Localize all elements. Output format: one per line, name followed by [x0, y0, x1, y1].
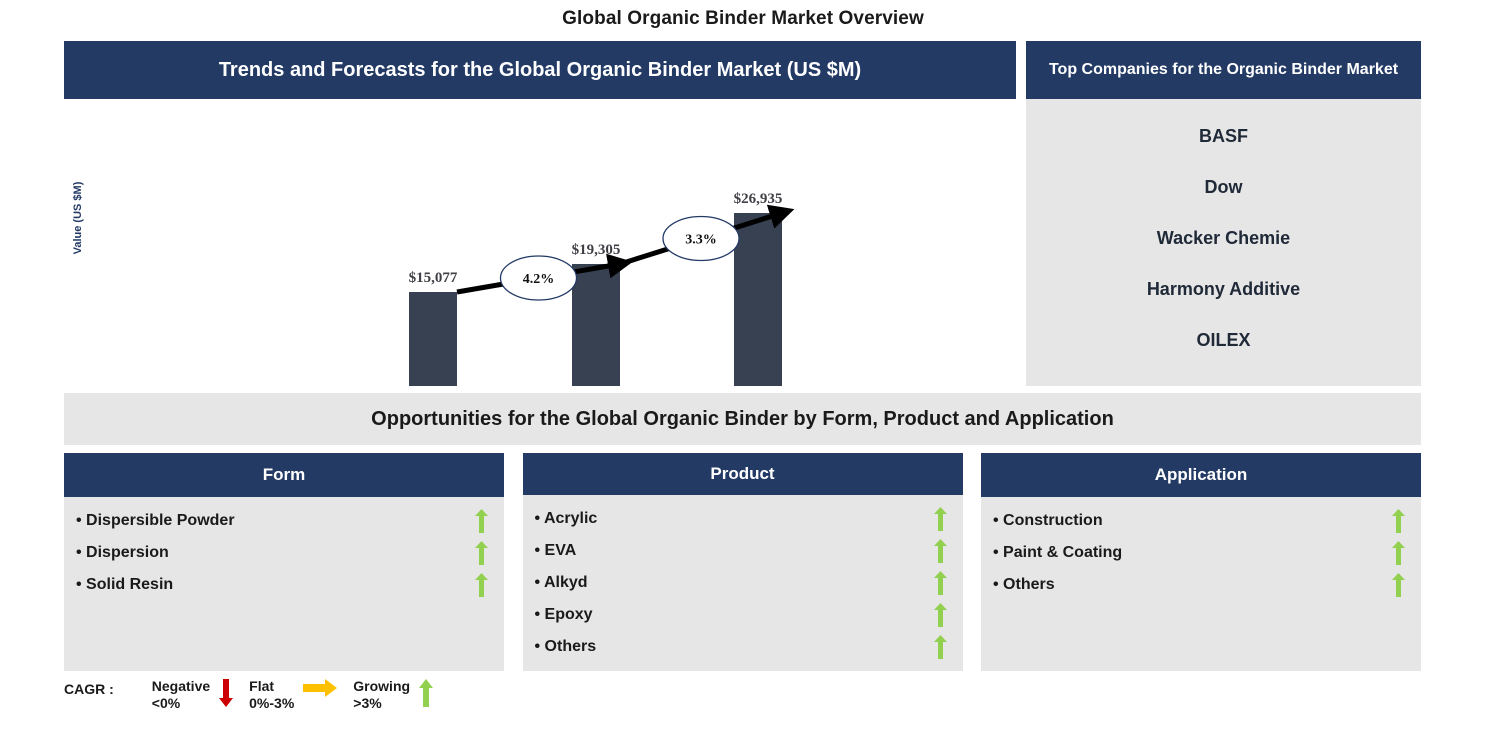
company-item: OILEX	[1196, 330, 1251, 350]
arrow-right-icon	[303, 678, 338, 699]
legend-name: Growing	[353, 678, 411, 694]
legend-range: <0%	[151, 695, 181, 711]
legend-entry-flat: Flat 0%-3%	[249, 678, 339, 712]
opportunity-label: • Dispersion	[76, 544, 169, 561]
chart-plot-area: Value (US $M) 4.2% 3.3% $15,077 $19,305 …	[64, 99, 1016, 386]
y-axis-title: Value (US $M)	[72, 181, 84, 254]
bar-chart: Value (US $M) 4.2% 3.3% $15,077 $19,305 …	[72, 181, 795, 386]
bar-2019	[409, 292, 457, 386]
value-label-2035: $26,935	[734, 191, 783, 207]
top-companies-header: Top Companies for the Organic Binder Mar…	[1026, 41, 1421, 99]
company-item: BASF	[1199, 126, 1248, 146]
cagr-bubble-1-label: 4.2%	[523, 272, 555, 287]
cagr-bubble-2-label: 3.3%	[685, 233, 717, 248]
legend-name: Negative	[151, 678, 211, 694]
bar-2025	[572, 264, 620, 386]
bar-2035	[734, 213, 782, 386]
arrow-up-icon	[933, 507, 947, 531]
opportunity-item: • Acrylic	[535, 503, 949, 535]
arrow-up-icon	[933, 603, 947, 627]
opportunity-item: • Others	[535, 631, 949, 663]
arrow-up-icon	[475, 509, 488, 533]
opportunity-column-form: Form • Dispersible Powder • Dispersion •…	[64, 453, 504, 671]
legend-range: 0%-3%	[249, 695, 295, 711]
opportunity-label: • Construction	[993, 512, 1103, 529]
column-body-form: • Dispersible Powder • Dispersion • Soli…	[64, 497, 504, 671]
opportunity-label: • Acrylic	[534, 510, 598, 527]
arrow-up-icon	[475, 573, 488, 597]
page-title: Global Organic Binder Market Overview	[562, 8, 924, 29]
legend-entry-growing: Growing >3%	[353, 678, 435, 712]
opportunity-label: • Paint & Coating	[993, 544, 1123, 561]
opportunity-item: • Epoxy	[535, 599, 949, 631]
column-header-application: Application	[981, 453, 1421, 497]
arrow-up-icon	[1392, 573, 1405, 597]
arrow-up-icon	[933, 635, 947, 659]
opportunity-label: • EVA	[534, 542, 577, 559]
arrow-up-icon	[933, 571, 947, 595]
opportunity-label: • Others	[534, 638, 597, 655]
opportunity-column-product: Product • Acrylic • EVA • Alkyd	[522, 453, 963, 671]
opportunity-columns: Form • Dispersible Powder • Dispersion •…	[64, 453, 1421, 671]
opportunity-item: • Alkyd	[535, 567, 949, 599]
column-body-application: • Construction • Paint & Coating • Other…	[981, 497, 1421, 671]
opportunity-item: • Construction	[993, 505, 1407, 537]
chart-panel-header: Trends and Forecasts for the Global Orga…	[64, 41, 1016, 99]
opportunity-label: • Epoxy	[534, 606, 593, 623]
chart-panel: Trends and Forecasts for the Global Orga…	[64, 41, 1016, 386]
legend-entry-negative: Negative <0%	[152, 678, 235, 712]
value-label-2019: $15,077	[409, 270, 458, 286]
arrow-up-icon	[475, 541, 488, 565]
opportunity-column-application: Application • Construction • Paint & Coa…	[981, 453, 1421, 671]
opportunities-banner: Opportunities for the Global Organic Bin…	[64, 393, 1421, 445]
opportunity-item: • Paint & Coating	[993, 537, 1407, 569]
opportunity-item: • EVA	[535, 535, 949, 567]
arrow-up-icon	[419, 678, 434, 707]
arrow-down-icon	[219, 678, 234, 707]
column-body-product: • Acrylic • EVA • Alkyd • Epoxy	[522, 495, 963, 671]
value-label-2025: $19,305	[572, 242, 621, 258]
cagr-legend-label: CAGR :	[64, 681, 114, 697]
company-item: Dow	[1204, 177, 1243, 197]
column-header-form: Form	[64, 453, 504, 497]
cagr-legend: CAGR : Negative <0% Flat 0%-3% Growing >…	[64, 678, 449, 722]
opportunity-item: • Dispersion	[76, 537, 490, 569]
top-companies-list: BASF Dow Wacker Chemie Harmony Additive …	[1026, 99, 1421, 386]
company-item: Wacker Chemie	[1156, 228, 1291, 248]
legend-name: Flat	[249, 678, 275, 694]
opportunity-item: • Others	[993, 569, 1407, 601]
cagr-bubble-2	[662, 215, 740, 262]
top-companies-panel: Top Companies for the Organic Binder Mar…	[1026, 41, 1421, 386]
opportunity-item: • Solid Resin	[76, 569, 490, 601]
column-header-product: Product	[522, 453, 963, 495]
arrow-up-icon	[1392, 509, 1405, 533]
legend-range: >3%	[353, 695, 382, 711]
arrow-up-icon	[1392, 541, 1405, 565]
opportunity-label: • Dispersible Powder	[76, 512, 235, 529]
opportunity-item: • Dispersible Powder	[76, 505, 490, 537]
cagr-bubble-1	[499, 255, 578, 301]
opportunity-label: • Alkyd	[534, 574, 588, 591]
opportunity-label: • Solid Resin	[76, 576, 174, 593]
opportunity-label: • Others	[993, 576, 1055, 593]
company-item: Harmony Additive	[1146, 279, 1301, 299]
arrow-up-icon	[933, 539, 947, 563]
